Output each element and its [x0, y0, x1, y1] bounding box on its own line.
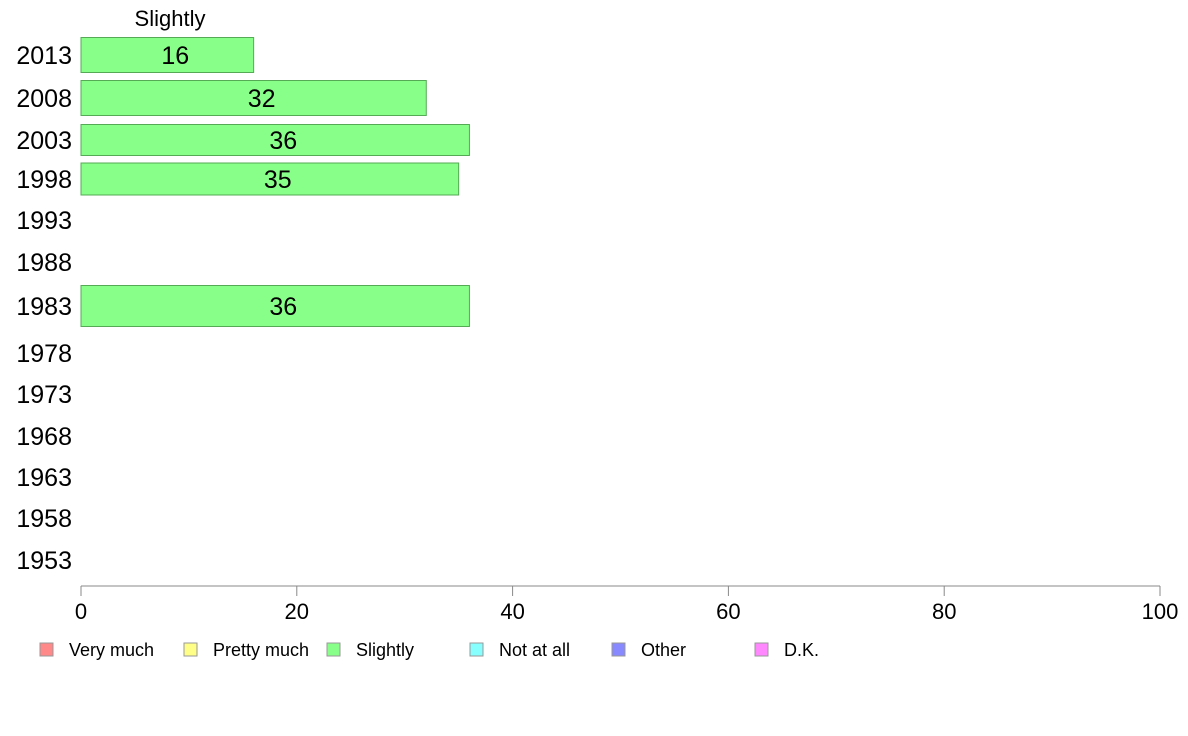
year-label-1963: 1963: [16, 464, 72, 492]
x-tick-label-40: 40: [500, 599, 524, 624]
bar-value-label-2008: 32: [248, 85, 276, 113]
x-tick-label-0: 0: [75, 599, 87, 624]
year-label-1968: 1968: [16, 423, 72, 451]
legend-swatch-2: [326, 642, 341, 657]
bar-1983: [80, 285, 470, 327]
bars-group: 16 32 36 35 36: [80, 37, 470, 327]
legend-label-1: Pretty much: [213, 640, 309, 660]
bar-2008: [80, 80, 427, 116]
legend-swatch-5: [754, 642, 769, 657]
year-label-2003: 2003: [16, 127, 72, 155]
year-label-1958: 1958: [16, 505, 72, 533]
x-tick-label-80: 80: [932, 599, 956, 624]
year-label-2008: 2008: [16, 85, 72, 113]
bar-2003: [80, 124, 470, 156]
legend-label-3: Not at all: [499, 640, 570, 660]
bar-value-label-1983: 36: [269, 293, 297, 321]
legend-swatch-3: [469, 642, 484, 657]
legend: Very much Pretty much Slightly Not at all Ot…: [39, 640, 819, 660]
year-label-1978: 1978: [16, 340, 72, 368]
series-header-label: Slightly: [135, 6, 206, 31]
legend-label-0: Very much: [69, 640, 154, 660]
x-tick-label-60: 60: [716, 599, 740, 624]
bar-1998: [80, 162, 460, 196]
year-labels-group: 2013 2008 2003 1998 1993 1988 1983 1978 1973 1968…: [16, 42, 72, 575]
x-tick-label-20: 20: [285, 599, 309, 624]
year-label-1993: 1993: [16, 207, 72, 235]
bar-value-label-2003: 36: [269, 127, 297, 155]
x-tick-label-100: 100: [1142, 599, 1179, 624]
year-label-1953: 1953: [16, 547, 72, 575]
bar-value-label-2013: 16: [161, 42, 189, 70]
legend-label-5: D.K.: [784, 640, 819, 660]
bar-2013: [80, 37, 255, 73]
year-label-1998: 1998: [16, 166, 72, 194]
legend-swatch-1: [183, 642, 198, 657]
bar-value-label-1998: 35: [264, 166, 292, 194]
year-label-1983: 1983: [16, 293, 72, 321]
year-label-2013: 2013: [16, 42, 72, 70]
year-label-1988: 1988: [16, 249, 72, 277]
legend-swatch-4: [611, 642, 626, 657]
x-ticks-group: 0 20 40 60 80 100: [75, 586, 1178, 624]
year-label-1973: 1973: [16, 381, 72, 409]
legend-label-4: Other: [641, 640, 686, 660]
legend-label-2: Slightly: [356, 640, 414, 660]
legend-swatch-0: [39, 642, 54, 657]
